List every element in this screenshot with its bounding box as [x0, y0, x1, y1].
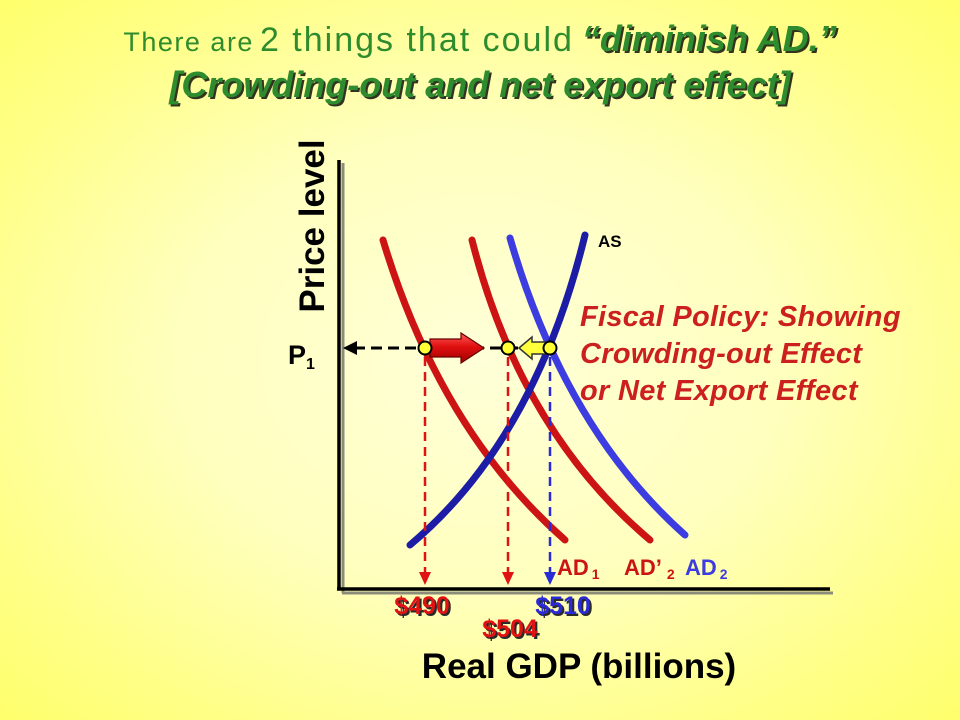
ad2-curve — [506, 234, 689, 539]
ad1-label: AD 1 — [557, 555, 600, 582]
as-curve — [406, 231, 589, 549]
price-level-label: P1 — [288, 340, 315, 373]
title-line-1: There are 2 things that could “diminish AD… — [0, 16, 960, 62]
x-axis-label: Real GDP (billions) — [422, 647, 736, 686]
ad1-label-sub: 1 — [592, 566, 600, 582]
y-axis-label: Price level — [293, 139, 332, 312]
ad2-prime-label-main: AD’ — [624, 555, 662, 580]
point-ad1 — [417, 340, 433, 356]
price-level-sub: 1 — [306, 356, 315, 373]
title-emphasis: “diminish AD.” — [581, 18, 837, 59]
as-curve-label: AS — [598, 232, 622, 251]
output-guide-lines — [419, 357, 556, 585]
point-ad2 — [542, 340, 558, 356]
title-line-2: [Crowding-out and net export effect] — [169, 64, 791, 105]
title-middle: 2 things that could — [259, 21, 574, 59]
ad2-prime-label: AD’ 2 — [624, 555, 675, 582]
slide-title: There are 2 things that could “diminish AD… — [0, 16, 960, 108]
annotation-line-1: Fiscal Policy: Showing — [580, 301, 901, 333]
axes — [337, 160, 833, 595]
output-arrowhead-504 — [502, 572, 514, 585]
rightward-shift-arrow — [429, 331, 486, 365]
output-arrowhead-510 — [544, 572, 556, 585]
price-level-main: P — [288, 340, 306, 370]
output-arrowhead-490 — [419, 572, 431, 585]
ad1-label-main: AD — [557, 555, 589, 580]
price-arrowhead — [343, 341, 357, 355]
ad2-prime-curve — [468, 236, 654, 544]
gdp-value-504: $504 — [482, 615, 538, 643]
title-intro: There are — [123, 27, 254, 57]
ad1-curve — [379, 236, 569, 544]
ad2-prime-label-sub: 2 — [667, 566, 675, 582]
ad2-label: AD 2 — [685, 555, 728, 582]
ad2-label-main: AD — [685, 555, 717, 580]
point-ad2-prime — [500, 340, 516, 356]
gdp-value-510: $510 — [535, 592, 591, 620]
ad2-label-sub: 2 — [720, 566, 728, 582]
gdp-value-490: $490 — [394, 592, 450, 620]
annotation-line-3: or Net Export Effect — [580, 375, 859, 407]
annotation-line-2: Crowding-out Effect — [580, 338, 863, 370]
